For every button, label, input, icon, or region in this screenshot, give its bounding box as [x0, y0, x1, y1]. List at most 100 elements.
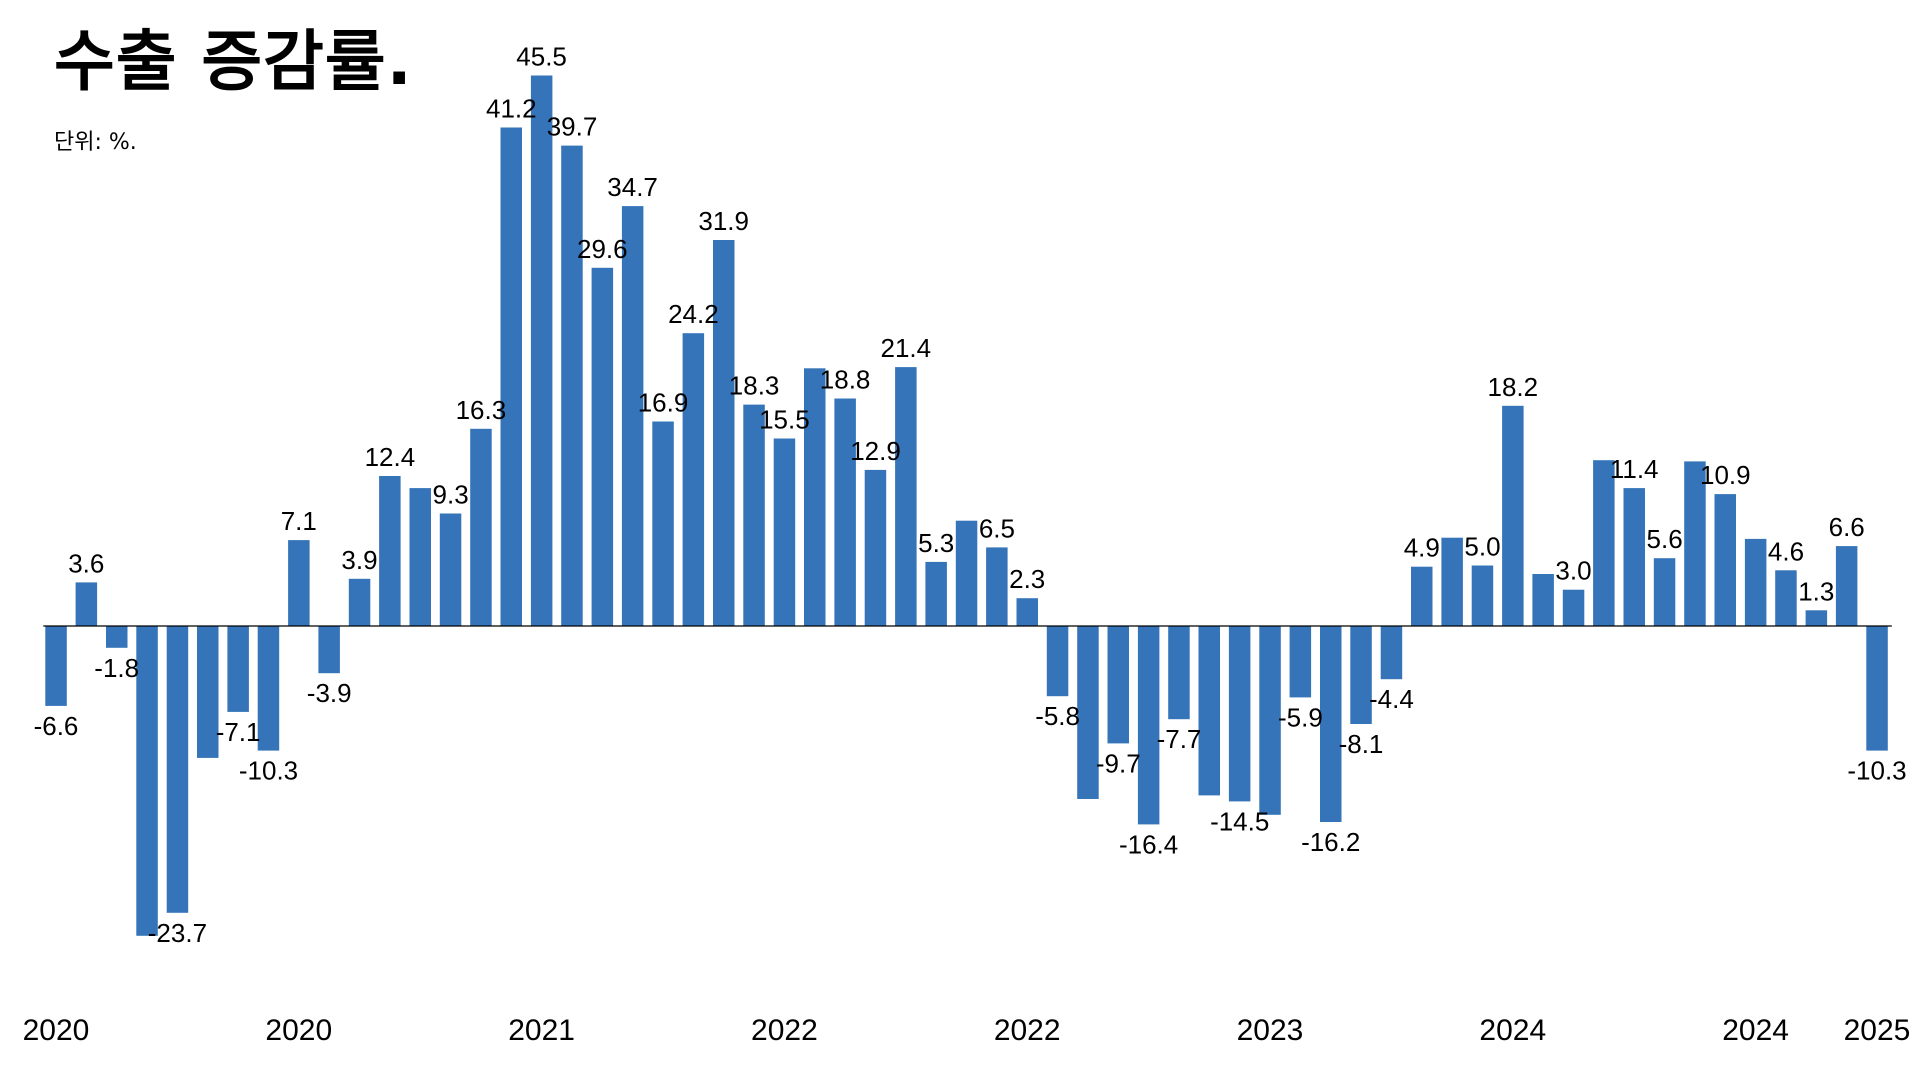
bar-51: [1593, 460, 1615, 626]
bar-value-label: -7.7: [1157, 724, 1202, 754]
bar-value-label: -7.1: [216, 717, 261, 747]
x-axis-ticks: 2020 2020 2021 2022 2022 2023 2024 2024 2025: [23, 1014, 1911, 1047]
bar-40: [1259, 626, 1281, 815]
bar-value-label: 3.6: [68, 548, 104, 578]
x-tick-label: 2021: [508, 1014, 575, 1047]
bar-55: [1714, 494, 1736, 626]
bar-value-label: -8.1: [1339, 729, 1384, 759]
bar-13: [439, 513, 462, 626]
bar-value-label: -14.5: [1210, 807, 1269, 837]
bar-value-label: 16.9: [638, 388, 689, 418]
bar-4: [166, 626, 189, 913]
bar-14: [470, 428, 492, 626]
x-tick-label: 2022: [994, 1014, 1061, 1047]
bar-value-label: 16.3: [456, 395, 507, 425]
bar-value-label: 3.0: [1555, 556, 1591, 586]
bar-11: [379, 476, 401, 626]
bar-35: [1107, 626, 1129, 744]
bar-value-label: 21.4: [880, 333, 931, 363]
bar-2: [106, 626, 128, 648]
bar-value-label: 45.5: [516, 42, 567, 72]
bar-value-label: 15.5: [759, 405, 810, 435]
x-tick-label: 2020: [265, 1014, 332, 1047]
bar-24: [773, 438, 796, 626]
bar-53: [1653, 558, 1676, 626]
bar-value-label: 39.7: [547, 112, 598, 142]
bar-36: [1137, 626, 1160, 825]
bar-value-label: 12.9: [850, 436, 901, 466]
bar-value-label: 34.7: [607, 172, 658, 202]
bar-41: [1289, 626, 1312, 698]
bar-33: [1046, 626, 1069, 697]
bar-value-label: 11.4: [1610, 454, 1659, 484]
bar-value-label: -16.2: [1301, 827, 1360, 857]
bar-30: [955, 520, 978, 626]
bar-12: [409, 488, 431, 626]
bar-value-label: 5.3: [918, 528, 954, 558]
x-tick-label: 2025: [1844, 1014, 1911, 1047]
bar-50: [1562, 589, 1585, 626]
bar-value-label: 4.6: [1768, 536, 1804, 566]
bar-59: [1835, 546, 1858, 626]
bar-value-label: -9.7: [1096, 748, 1141, 778]
bar-value-label: -3.9: [307, 678, 352, 708]
bar-32: [1016, 598, 1038, 626]
bar-19: [621, 206, 644, 626]
bar-value-label: 4.9: [1404, 533, 1440, 563]
bar-29: [925, 561, 947, 626]
bar-value-label: 18.2: [1487, 372, 1538, 402]
bars-group: [45, 75, 1888, 936]
bar-45: [1411, 566, 1433, 626]
bar-1: [75, 582, 98, 626]
bar-labels-group: -6.6 3.6 -1.8 -23.7 -7.1 -10.3 7.1 -3.9 3.9 12.4 9…: [34, 42, 1907, 948]
x-tick-label: 2023: [1237, 1014, 1304, 1047]
bar-value-label: 12.4: [365, 442, 416, 472]
bar-value-label: 5.0: [1464, 532, 1500, 562]
bar-value-label: 2.3: [1009, 564, 1045, 594]
bar-value-label: 7.1: [281, 506, 317, 536]
bar-value-label: 41.2: [486, 94, 537, 124]
bar-value-label: 6.6: [1829, 512, 1865, 542]
bar-value-label: -5.9: [1278, 702, 1323, 732]
x-tick-label: 2024: [1722, 1014, 1789, 1047]
bar-value-label: -16.4: [1119, 829, 1178, 859]
bar-7: [257, 626, 280, 751]
bar-value-label: 31.9: [698, 206, 749, 236]
bar-57: [1775, 570, 1797, 626]
bar-5: [197, 626, 219, 758]
bar-56: [1744, 538, 1767, 626]
bar-value-label: -6.6: [34, 711, 79, 741]
chart-unit-label: 단위: %.: [54, 130, 137, 155]
bar-value-label: 6.5: [979, 513, 1015, 543]
bar-44: [1380, 626, 1403, 680]
bar-21: [682, 333, 705, 626]
bar-18: [591, 267, 614, 626]
bar-value-label: 5.6: [1647, 524, 1683, 554]
bar-43: [1350, 626, 1372, 724]
bar-52: [1623, 488, 1645, 626]
bar-15: [500, 127, 522, 626]
bar-8: [288, 540, 310, 626]
x-tick-label: 2022: [751, 1014, 818, 1047]
bar-22: [713, 240, 735, 626]
bar-26: [834, 398, 856, 626]
bar-value-label: 24.2: [668, 299, 719, 329]
bar-value-label: -1.8: [94, 653, 139, 683]
bar-value-label: 18.8: [820, 365, 871, 395]
bar-60: [1866, 626, 1888, 751]
bar-value-label: 18.3: [729, 371, 780, 401]
bar-25: [804, 368, 826, 626]
bar-value-label: 29.6: [577, 234, 628, 264]
bar-value-label: 3.9: [341, 545, 377, 575]
bar-value-label: -23.7: [148, 918, 207, 948]
bar-value-label: -4.4: [1369, 684, 1414, 714]
bar-54: [1684, 461, 1706, 626]
bar-49: [1532, 574, 1554, 626]
bar-28: [895, 367, 917, 626]
bar-38: [1198, 626, 1220, 796]
bar-37: [1168, 626, 1190, 720]
bar-58: [1805, 610, 1828, 626]
bar-9: [318, 626, 340, 674]
bar-17: [561, 145, 583, 626]
